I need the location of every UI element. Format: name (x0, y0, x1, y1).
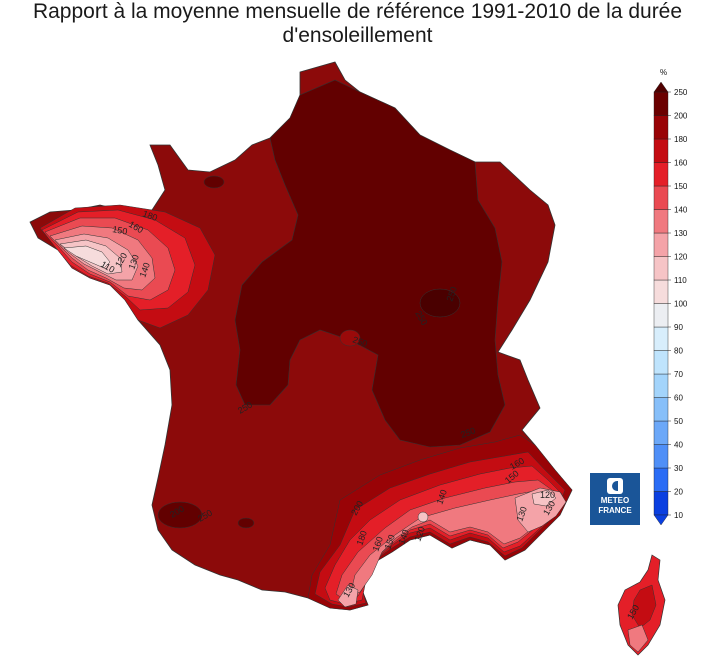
corsica-inner (631, 584, 657, 629)
legend-swatch (653, 350, 669, 375)
meteo-france-logo-icon (607, 478, 623, 494)
title-line-1: Rapport à la moyenne mensuelle de référe… (32, 0, 683, 23)
blob-burgundy (419, 288, 461, 318)
legend-swatch (653, 420, 669, 445)
legend-tick-label: 250 (674, 88, 688, 97)
legend-tick-label: 60 (674, 394, 683, 403)
legend-swatch (653, 467, 669, 492)
contour-label: 120 (540, 490, 555, 500)
legend-unit: % (660, 68, 667, 77)
contour-label: 120 (412, 525, 427, 543)
southeast-spot-120 (417, 511, 429, 523)
legend-swatch (653, 162, 669, 187)
legend-tick-label: 130 (674, 229, 688, 238)
legend-swatch (653, 279, 669, 304)
meteo-france-logo: METEO FRANCE (590, 473, 640, 525)
legend-swatch (653, 185, 669, 210)
contour-label: 180 (354, 529, 369, 547)
logo-line-2: FRANCE (598, 506, 632, 515)
contour-labels: 180 160 150 140 130 120 110 250 250 250 … (99, 208, 641, 621)
legend-swatch (653, 491, 669, 516)
contour-label: 160 (370, 535, 385, 553)
legend-tick-label: 50 (674, 417, 683, 426)
title-line-2: d'ensoleillement (282, 24, 433, 47)
legend-swatch (653, 326, 669, 351)
logo-line-1: METEO (600, 496, 630, 505)
contour-label: 250 (351, 334, 369, 349)
legend-swatch (653, 209, 669, 234)
corsica-south (627, 624, 649, 653)
contour-label: 140 (434, 488, 449, 506)
legend-swatch (653, 91, 669, 116)
legend-tick-label: 80 (674, 347, 683, 356)
legend-tick-label: 150 (674, 182, 688, 191)
legend-colorbar (653, 81, 669, 526)
contour-label: 250 (444, 285, 459, 303)
blob-centre (339, 329, 361, 347)
legend-swatch (653, 138, 669, 163)
legend-swatch (653, 303, 669, 328)
legend-tick-label: 180 (674, 135, 688, 144)
legend-swatch (653, 373, 669, 398)
legend-tick-label: 30 (674, 464, 683, 473)
contour-label: 250 (459, 425, 477, 440)
contour-label: 140 (396, 528, 411, 546)
map-title: Rapport à la moyenne mensuelle de référe… (0, 0, 715, 48)
legend-tick-label: 160 (674, 159, 688, 168)
legend-swatch (653, 115, 669, 140)
zone-250-northeast (234, 79, 506, 448)
southeast-band-140 (349, 489, 555, 597)
pyrenees-low (337, 584, 359, 608)
contour-label: 140 (137, 261, 152, 279)
legend-swatch (653, 232, 669, 257)
blob-gironde (157, 501, 203, 529)
contour-label: 150 (112, 224, 129, 236)
legend-swatch (653, 397, 669, 422)
legend-tick-label: 90 (674, 323, 683, 332)
contour-label: 150 (382, 533, 397, 551)
contour-label: 130 (514, 505, 529, 523)
legend-tick-label: 200 (674, 112, 688, 121)
legend-tick-label: 20 (674, 488, 683, 497)
blob-normandy (203, 175, 225, 189)
legend-labels: 10 20 30 40 50 60 70 80 90 100 110 120 130 140 150 160 1… (668, 88, 688, 520)
southeast-band-120 (531, 489, 557, 507)
legend-tick-label: 10 (674, 511, 683, 520)
legend-tick-label: 140 (674, 206, 688, 215)
legend-tick-label: 110 (674, 276, 687, 285)
brittany-band-110 (63, 245, 111, 269)
legend-tick-label: 100 (674, 300, 688, 309)
legend-tick-label: 40 (674, 441, 683, 450)
legend-tick-label: 70 (674, 370, 683, 379)
blob-landes (237, 517, 255, 529)
legend-arrow-top (653, 81, 669, 93)
contour-label: 130 (126, 253, 141, 271)
legend: % 10 20 30 40 50 60 70 80 90 100 110 120 130 140 150 16… (653, 68, 688, 526)
contour-label: 180 (141, 208, 159, 223)
legend-arrow-bottom (653, 514, 669, 526)
legend-tick-label: 120 (674, 253, 688, 262)
legend-swatch (653, 444, 669, 469)
legend-swatch (653, 256, 669, 281)
